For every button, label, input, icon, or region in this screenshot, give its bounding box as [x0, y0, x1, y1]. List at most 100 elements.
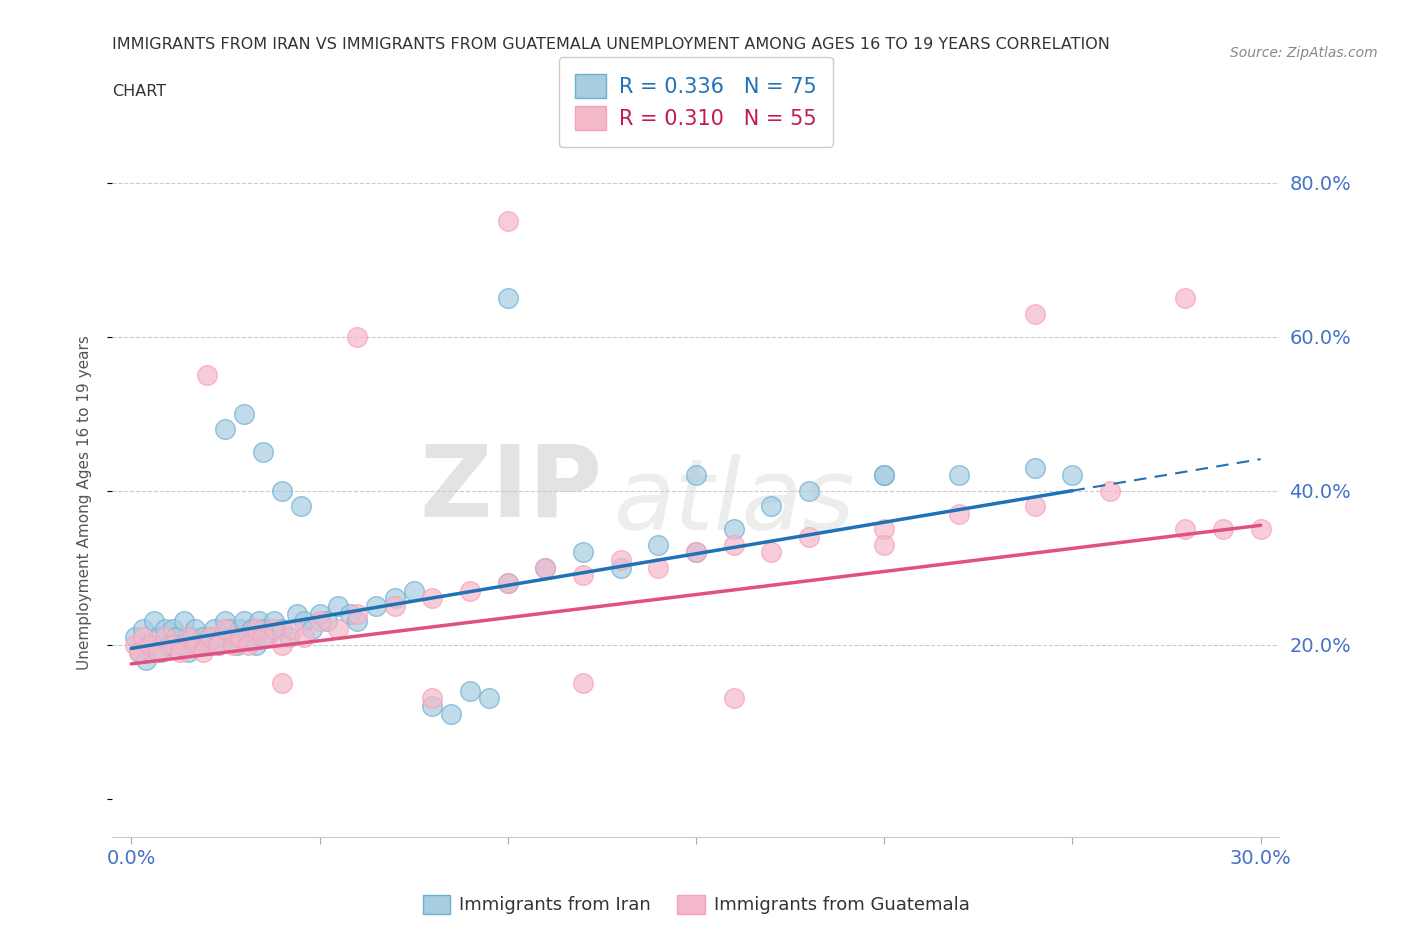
Point: [233, 406, 256, 421]
Point: [153, 622, 176, 637]
Point: [290, 498, 312, 513]
Point: [1174, 522, 1197, 537]
Point: [440, 707, 463, 722]
Point: [240, 622, 263, 637]
Point: [797, 529, 820, 544]
Point: [146, 644, 169, 659]
Point: [647, 538, 669, 552]
Point: [685, 468, 707, 483]
Point: [245, 637, 267, 652]
Point: [222, 637, 245, 652]
Point: [195, 637, 218, 652]
Text: CHART: CHART: [112, 84, 166, 99]
Point: [173, 614, 195, 629]
Point: [308, 614, 330, 629]
Text: Source: ZipAtlas.com: Source: ZipAtlas.com: [1230, 46, 1378, 60]
Point: [214, 622, 236, 637]
Point: [723, 691, 745, 706]
Point: [218, 622, 240, 637]
Point: [162, 622, 184, 637]
Point: [1250, 522, 1272, 537]
Point: [256, 630, 278, 644]
Point: [723, 522, 745, 537]
Point: [263, 614, 285, 629]
Point: [384, 591, 406, 605]
Point: [150, 644, 173, 659]
Point: [294, 630, 316, 644]
Point: [229, 622, 252, 637]
Point: [283, 622, 305, 637]
Point: [1024, 498, 1046, 513]
Point: [252, 630, 274, 644]
Point: [252, 622, 274, 637]
Point: [402, 583, 425, 598]
Point: [422, 691, 444, 706]
Point: [162, 637, 184, 652]
Point: [278, 630, 301, 644]
Point: [191, 644, 214, 659]
Point: [139, 637, 162, 652]
Point: [263, 622, 285, 637]
Point: [534, 560, 557, 575]
Point: [685, 545, 707, 560]
Point: [761, 498, 783, 513]
Point: [153, 630, 176, 644]
Text: IMMIGRANTS FROM IRAN VS IMMIGRANTS FROM GUATEMALA UNEMPLOYMENT AMONG AGES 16 TO : IMMIGRANTS FROM IRAN VS IMMIGRANTS FROM …: [112, 37, 1111, 52]
Point: [270, 622, 292, 637]
Point: [200, 630, 222, 644]
Point: [339, 606, 361, 621]
Point: [222, 630, 245, 644]
Point: [247, 614, 270, 629]
Point: [139, 637, 162, 652]
Point: [1024, 460, 1046, 475]
Point: [346, 606, 368, 621]
Point: [128, 644, 150, 659]
Point: [270, 484, 292, 498]
Point: [270, 637, 292, 652]
Point: [609, 560, 631, 575]
Point: [166, 630, 188, 644]
Point: [184, 622, 207, 637]
Point: [131, 630, 153, 644]
Point: [1024, 306, 1046, 321]
Point: [211, 630, 233, 644]
Point: [157, 637, 180, 652]
Point: [236, 637, 259, 652]
Point: [225, 637, 247, 652]
Point: [188, 637, 211, 652]
Point: [207, 637, 229, 652]
Point: [797, 484, 820, 498]
Point: [572, 545, 595, 560]
Point: [180, 630, 202, 644]
Text: ZIP: ZIP: [420, 440, 603, 538]
Point: [124, 637, 146, 652]
Point: [135, 653, 157, 668]
Point: [458, 684, 481, 698]
Point: [285, 606, 308, 621]
Point: [346, 329, 368, 344]
Point: [685, 545, 707, 560]
Point: [346, 614, 368, 629]
Point: [214, 421, 236, 436]
Point: [647, 560, 669, 575]
Point: [169, 637, 191, 652]
Point: [184, 637, 207, 652]
Y-axis label: Unemployment Among Ages 16 to 19 years: Unemployment Among Ages 16 to 19 years: [77, 335, 91, 670]
Point: [207, 637, 229, 652]
Point: [236, 630, 259, 644]
Point: [873, 468, 896, 483]
Point: [496, 214, 519, 229]
Point: [1099, 484, 1122, 498]
Point: [534, 560, 557, 575]
Point: [1212, 522, 1234, 537]
Point: [496, 576, 519, 591]
Point: [328, 599, 350, 614]
Point: [761, 545, 783, 560]
Point: [873, 538, 896, 552]
Text: atlas: atlas: [614, 454, 856, 551]
Point: [723, 538, 745, 552]
Point: [422, 698, 444, 713]
Point: [169, 644, 191, 659]
Point: [294, 614, 316, 629]
Point: [252, 445, 274, 459]
